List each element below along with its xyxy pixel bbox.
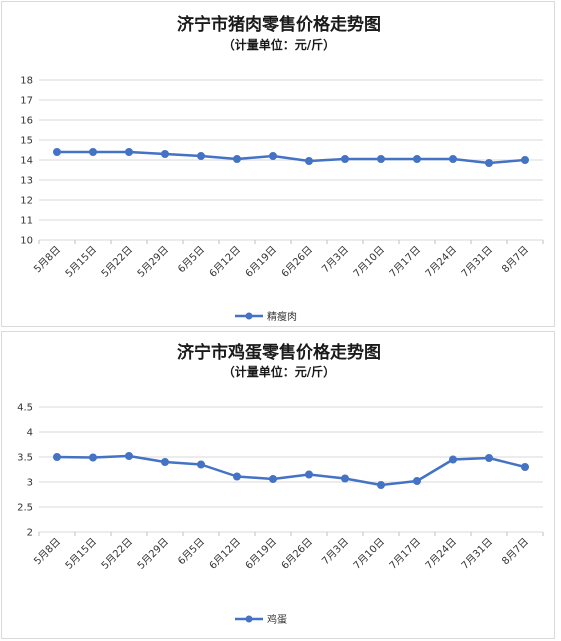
egg-y-tick-label: 4 <box>27 428 33 439</box>
egg-data-point <box>53 453 61 461</box>
egg-legend-label: 鸡蛋 <box>267 613 287 626</box>
egg-data-point <box>485 454 493 462</box>
egg-x-tick-label: 7月10日 <box>351 536 387 572</box>
pork-data-point <box>197 152 205 160</box>
egg-data-point <box>305 470 313 479</box>
pork-y-tick-label: 11 <box>20 216 33 227</box>
pork-x-tick-label: 7月3日 <box>319 244 351 276</box>
pork-y-tick-label: 15 <box>20 136 33 147</box>
egg-data-point <box>233 472 241 481</box>
pork-y-tick-label: 18 <box>20 76 33 87</box>
pork-y-tick-label: 14 <box>20 156 33 167</box>
pork-data-point <box>341 155 349 163</box>
pork-data-point <box>53 148 61 156</box>
egg-series-line <box>56 454 526 487</box>
egg-y-tick-label: 4.5 <box>17 403 33 414</box>
pork-x-tick-label: 7月24日 <box>423 244 459 280</box>
egg-chart-svg: 济宁市鸡蛋零售价格走势图 （计量单位：元/斤） 2 2.5 3 3.5 4 4.5 5月8日… <box>17 342 544 626</box>
egg-x-tick-label: 6月26日 <box>279 536 315 572</box>
pork-data-point <box>413 155 421 163</box>
egg-x-tick-label: 7月17日 <box>387 536 423 572</box>
pork-data-point <box>485 159 493 167</box>
egg-x-tick-label: 7月24日 <box>423 536 459 572</box>
pork-data-point <box>377 155 385 163</box>
pork-x-tick-label: 5月15日 <box>63 244 99 280</box>
egg-data-point <box>161 458 169 466</box>
pork-x-tick-label: 6月26日 <box>279 244 315 280</box>
egg-y-tick-label: 3 <box>27 478 33 489</box>
egg-data-point <box>341 474 349 483</box>
pork-x-tick-label: 7月17日 <box>387 244 423 280</box>
pork-data-point <box>449 155 457 163</box>
pork-y-tick-label: 17 <box>20 96 33 107</box>
pork-y-tick-label: 12 <box>20 196 33 207</box>
egg-chart-subtitle: （计量单位：元/斤） <box>223 364 335 379</box>
egg-x-tick-label: 5月29日 <box>135 536 171 572</box>
egg-x-tick-label: 5月15日 <box>63 536 99 572</box>
egg-data-point <box>521 463 529 471</box>
pork-data-point <box>125 148 133 156</box>
egg-data-point <box>269 475 277 483</box>
pork-x-tick-label: 5月22日 <box>99 244 135 280</box>
pork-legend-marker-icon <box>245 312 253 320</box>
pork-y-tick-label: 13 <box>20 176 33 187</box>
pork-data-point <box>89 148 97 156</box>
egg-data-point <box>449 455 457 464</box>
egg-data-point <box>89 453 97 462</box>
pork-x-tick-label: 6月19日 <box>243 244 279 280</box>
egg-y-tick-label: 3.5 <box>17 453 33 464</box>
egg-x-tick-label: 6月19日 <box>243 536 279 572</box>
egg-y-tick-label: 2 <box>27 528 33 539</box>
pork-data-point <box>521 156 529 164</box>
pork-price-chart: 济宁市猪肉零售价格走势图 （计量单位：元/斤） 10 11 12 13 14 15 16 17… <box>1 1 555 327</box>
pork-chart-subtitle: （计量单位：元/斤） <box>223 37 335 52</box>
pork-y-tick-label: 10 <box>20 236 33 247</box>
pork-x-tick-label: 6月12日 <box>207 244 243 280</box>
pork-y-tick-label: 16 <box>20 116 33 127</box>
egg-x-tick-label: 8月7日 <box>499 536 531 568</box>
pork-chart-svg: 济宁市猪肉零售价格走势图 （计量单位：元/斤） 10 11 12 13 14 15 16 17… <box>20 14 544 323</box>
egg-y-tick-label: 2.5 <box>17 503 33 514</box>
egg-data-point <box>125 452 133 460</box>
pork-chart-title: 济宁市猪肉零售价格走势图 <box>177 14 381 35</box>
egg-legend-marker-icon <box>245 615 253 623</box>
egg-data-point <box>197 460 205 469</box>
pork-x-tick-label: 7月10日 <box>351 244 387 280</box>
pork-x-tick-label: 7月31日 <box>459 244 495 280</box>
egg-chart-title: 济宁市鸡蛋零售价格走势图 <box>177 342 381 363</box>
pork-x-tick-label: 5月29日 <box>135 244 171 280</box>
pork-data-point <box>269 152 277 160</box>
egg-x-tick-label: 6月12日 <box>207 536 243 572</box>
egg-x-tick-label: 6月5日 <box>175 536 207 568</box>
pork-legend-label: 精瘦肉 <box>267 310 297 323</box>
pork-x-tick-label: 5月8日 <box>31 244 63 276</box>
pork-data-point <box>233 155 241 163</box>
egg-price-chart: 济宁市鸡蛋零售价格走势图 （计量单位：元/斤） 2 2.5 3 3.5 4 4.5 5月8日… <box>1 331 555 639</box>
pork-x-tick-label: 6月5日 <box>175 244 207 276</box>
egg-data-point <box>413 477 421 485</box>
egg-x-tick-label: 5月22日 <box>99 536 135 572</box>
egg-data-point <box>377 481 385 489</box>
egg-x-tick-label: 7月3日 <box>319 536 351 568</box>
egg-x-tick-label: 7月31日 <box>459 536 495 572</box>
pork-data-point <box>305 157 313 165</box>
egg-x-tick-label: 5月8日 <box>31 536 63 568</box>
pork-x-tick-label: 8月7日 <box>499 244 531 276</box>
pork-series-line <box>57 150 526 165</box>
pork-data-point <box>161 150 169 158</box>
